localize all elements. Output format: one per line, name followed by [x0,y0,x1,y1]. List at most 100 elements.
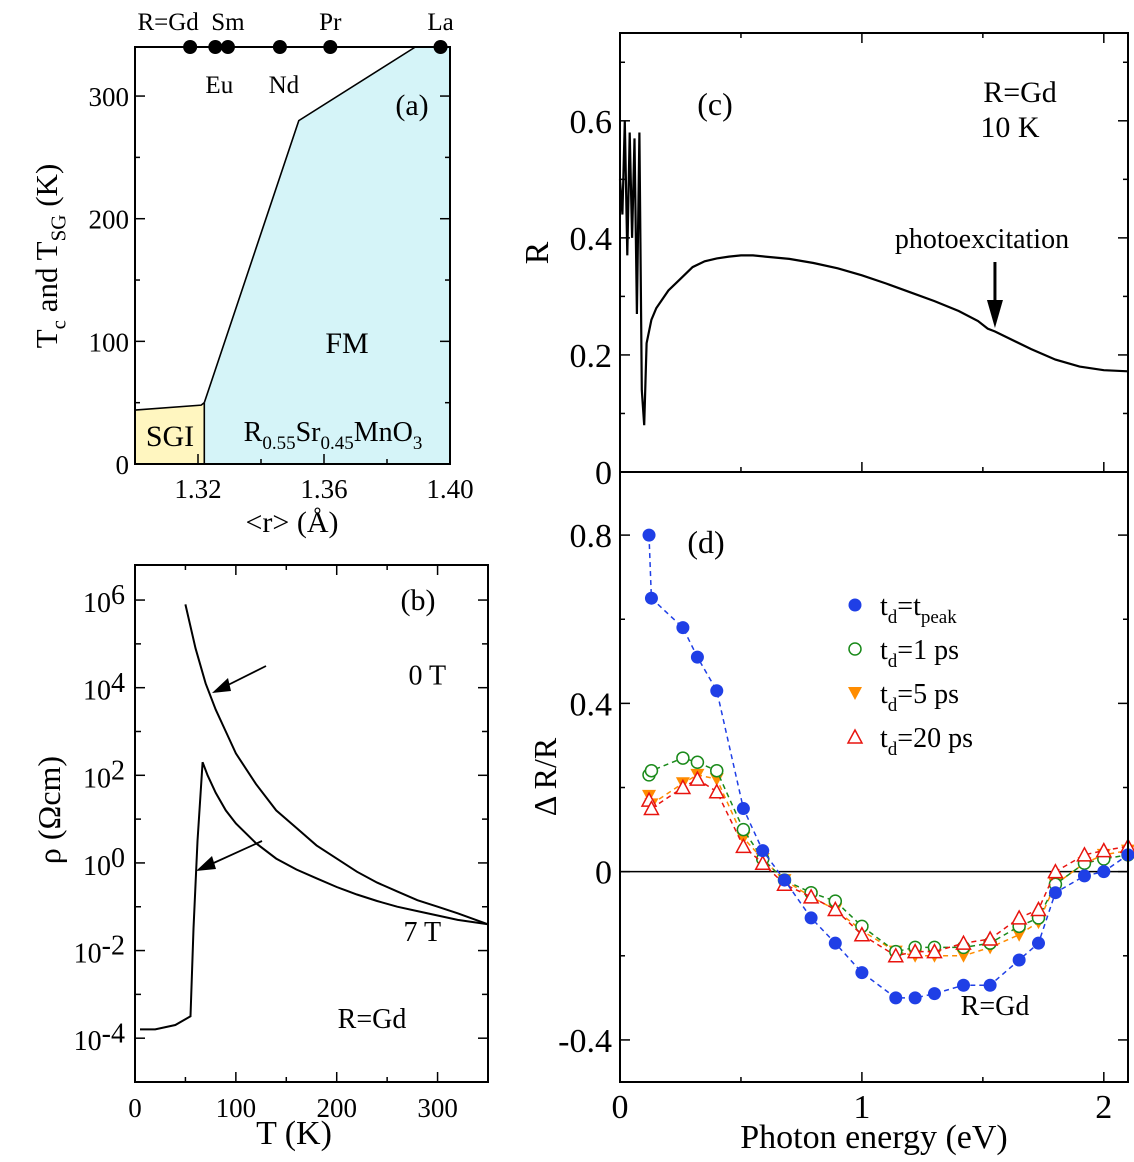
data-point [676,621,690,635]
y-tick-label: 0 [595,855,612,892]
data-point [846,728,864,744]
element-label-top: Pr [319,9,342,36]
panel-a-frame [134,46,451,465]
data-point [1097,865,1111,879]
series-line-0 [184,604,489,926]
series-line [648,535,1129,999]
data-point [802,888,820,904]
series-0 [642,528,1134,1005]
data-point [1030,900,1047,917]
x-tick-label: 200 [316,1093,357,1123]
data-point [828,936,842,950]
data-point [1077,869,1091,883]
x-tick-label: 0 [128,1093,142,1123]
x-tick-label: 1.36 [300,474,347,504]
data-point [689,770,706,786]
data-point [887,947,905,963]
fm-label: FM [325,327,368,360]
data-point [736,802,750,816]
y-tick-label: 10-2 [74,931,125,970]
annotation: R=Gd [338,1004,407,1035]
legend-entry: td=20 ps [880,723,973,760]
annotation: R=Gd [961,991,1030,1022]
series-line [648,774,1129,957]
series-line-1 [140,761,489,1031]
legend-entry: td=tpeak [880,591,957,628]
data-point [676,751,690,765]
legend-entry: td=1 ps [880,635,959,672]
arrow-label: photoexcitation [895,224,1069,255]
data-point [804,911,818,925]
y-tick-label: 102 [83,755,125,794]
data-point [983,978,997,992]
legend: td=tpeak td=1 ps td=5 ps td=20 ps [846,591,973,760]
sgi-label: SGI [146,420,194,453]
y-tick-label: -0.4 [558,1023,612,1060]
y-axis-label: Tc and TSG (K) [29,164,71,349]
panel-label-a: (a) [395,89,428,122]
data-point [754,854,771,870]
data-point [642,528,656,542]
data-point [906,943,924,959]
data-point [735,837,752,854]
arrow-head-7T [196,856,216,871]
data-point [1010,909,1028,925]
annotation-line: 10 K [980,111,1040,144]
panel-d-frame [619,471,1129,1083]
data-point [848,642,862,656]
y-tick-label: 0 [116,450,130,480]
data-point [827,900,844,917]
element-label-top: R=Gd [137,9,199,36]
data-point [957,978,971,992]
series-line [648,778,1129,957]
series-line [648,757,1129,953]
legend-entry: td=5 ps [880,679,959,716]
data-point [955,934,972,950]
y-tick-label: 0.4 [570,686,613,723]
data-point [777,873,791,887]
sgi-boundary-line [134,402,205,411]
data-point [1047,863,1064,879]
y-tick-label: 300 [89,82,130,112]
data-point [710,684,724,698]
annotation-line: R=Gd [983,76,1057,109]
data-point [690,755,705,770]
x-tick-label: 1.40 [426,474,473,504]
data-point [690,650,704,664]
element-label-bottom: Eu [205,72,233,99]
x-tick-label: 1.32 [174,474,221,504]
data-point [889,991,903,1005]
y-tick-label: 100 [89,327,130,357]
data-point [853,926,871,942]
panel-label-d: (d) [687,524,724,560]
photoexcitation-arrow-head [986,300,1003,328]
x-axis-label: <r> (Å) [246,506,339,539]
arrow-head-0T [212,678,231,693]
data-point [708,783,726,799]
y-axis-label: R [519,241,556,264]
element-label-top: La [427,9,453,36]
x-axis-label: T (K) [256,1115,332,1152]
data-point [1048,886,1062,900]
y-tick-label: 10-4 [74,1018,125,1057]
data-point [1031,936,1045,950]
x-tick-label: 100 [216,1093,257,1123]
sgi-region [135,402,205,464]
y-axis-label: Δ R/R [527,737,563,816]
x-axis-label: Photon energy (eV) [740,1119,1008,1156]
data-point [926,943,943,959]
y-tick-label: 0.4 [570,221,613,258]
reflectivity-curve [618,120,1129,426]
data-point [1012,953,1026,967]
x-tick-label: 0 [612,1089,629,1126]
y-tick-label: 0.6 [570,104,613,141]
data-point [908,991,922,1005]
series-label: 7 T [403,917,441,948]
data-point [643,799,660,816]
y-tick-label: 0.8 [570,518,613,555]
panel-b: 0 100 200 300 106 104 102 100 10-2 10-4 0 T 7 T (b) R… [31,565,489,1152]
element-label-bottom: Nd [269,72,300,99]
data-point [644,591,658,605]
